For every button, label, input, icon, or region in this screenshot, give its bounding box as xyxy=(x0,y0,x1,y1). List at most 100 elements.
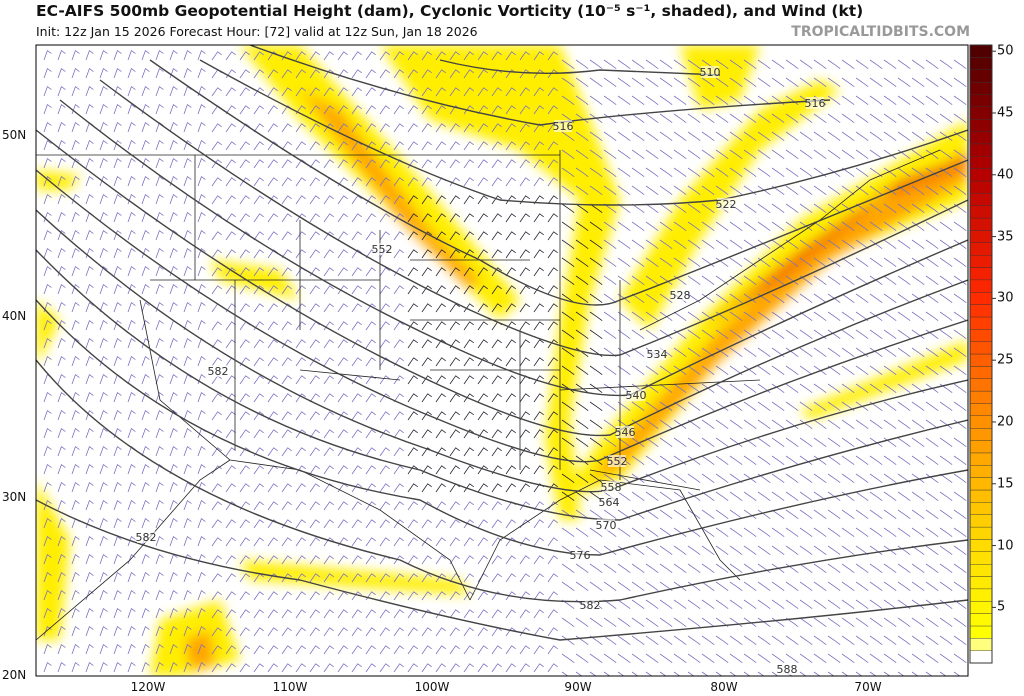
wind-barb xyxy=(561,365,575,376)
wind-barb xyxy=(99,67,108,79)
wind-barb xyxy=(141,103,150,115)
wind-barb xyxy=(351,447,362,457)
wind-barb xyxy=(225,447,236,457)
wind-barb xyxy=(99,463,108,475)
wind-barb xyxy=(855,599,869,610)
wind-barb xyxy=(421,123,432,133)
wind-barb xyxy=(99,121,108,133)
wind-barb xyxy=(491,195,502,205)
wind-barb xyxy=(785,185,799,196)
wind-barb xyxy=(323,87,334,97)
wind-barb xyxy=(589,437,603,448)
wind-barb xyxy=(757,59,771,70)
wind-barb xyxy=(323,645,334,655)
wind-barb xyxy=(239,447,250,457)
wind-barb xyxy=(421,303,432,313)
colorbar-cell xyxy=(969,193,993,206)
wind-barb xyxy=(239,627,250,637)
wind-barb xyxy=(911,77,925,88)
wind-barb xyxy=(771,419,785,430)
wind-barb xyxy=(225,51,236,61)
wind-barb xyxy=(211,321,222,331)
wind-barb xyxy=(799,149,813,160)
wind-barb xyxy=(771,329,785,340)
wind-barb xyxy=(855,347,869,358)
wind-barb xyxy=(575,671,583,676)
wind-barb xyxy=(953,311,967,322)
wind-barb xyxy=(295,411,306,421)
wind-barb xyxy=(547,663,558,673)
wind-barb xyxy=(253,663,264,673)
wind-barb xyxy=(757,365,771,376)
wind-barb xyxy=(421,285,432,295)
wind-barb xyxy=(421,429,432,439)
wind-barb xyxy=(617,149,631,160)
wind-barb xyxy=(785,527,799,538)
wind-barb xyxy=(197,67,206,79)
wind-barb xyxy=(113,643,122,655)
wind-barb xyxy=(645,581,659,592)
wind-barb xyxy=(337,627,348,637)
wind-barb xyxy=(813,185,827,196)
wind-barb xyxy=(827,257,841,268)
wind-barb xyxy=(155,229,164,241)
wind-barb xyxy=(491,285,502,295)
wind-barb xyxy=(561,257,575,268)
colorbar-cell xyxy=(969,304,993,318)
wind-barb xyxy=(505,555,516,565)
wind-barb xyxy=(127,139,136,151)
wind-barb xyxy=(701,527,715,538)
wind-barb xyxy=(127,625,136,637)
wind-barb xyxy=(925,203,939,214)
wind-barb xyxy=(855,563,869,574)
wind-barb xyxy=(687,167,701,178)
wind-barb xyxy=(365,339,376,349)
wind-barb xyxy=(799,473,813,484)
wind-barb xyxy=(407,645,418,655)
wind-barb xyxy=(855,365,869,376)
wind-barb xyxy=(365,573,376,583)
wind-barb xyxy=(687,95,701,106)
wind-barb xyxy=(281,231,292,241)
wind-barb xyxy=(253,87,264,97)
wind-barb xyxy=(309,303,320,313)
wind-barb xyxy=(267,447,278,457)
colorbar-tick-label: 50 xyxy=(997,43,1014,59)
wind-barb xyxy=(337,357,348,367)
height-contours xyxy=(36,45,968,641)
wind-barb xyxy=(323,375,334,385)
wind-barb xyxy=(897,239,911,250)
wind-barb xyxy=(169,373,178,385)
wind-barb xyxy=(477,195,488,205)
wind-barb xyxy=(533,123,544,133)
wind-barb xyxy=(239,411,250,421)
wind-barb xyxy=(883,95,897,106)
wind-barb xyxy=(771,383,785,394)
wind-barb xyxy=(505,87,516,97)
wind-barb xyxy=(155,337,164,349)
wind-barb xyxy=(99,373,108,385)
wind-barb xyxy=(911,347,925,358)
wind-barb xyxy=(925,671,933,676)
wind-barb xyxy=(421,51,432,61)
contour-label-bg xyxy=(616,426,634,438)
wind-barb xyxy=(169,589,178,601)
wind-barb xyxy=(631,635,645,646)
colorbar-cell xyxy=(969,366,993,379)
wind-barb xyxy=(57,337,66,349)
wind-barb xyxy=(239,609,250,619)
wind-barb xyxy=(687,635,701,646)
wind-barb xyxy=(57,463,66,475)
wind-barb xyxy=(71,355,80,367)
wind-barb xyxy=(575,527,589,538)
wind-barb xyxy=(813,365,827,376)
wind-barb xyxy=(869,671,877,676)
wind-barb xyxy=(225,267,236,277)
wind-barb xyxy=(393,429,404,439)
wind-barb xyxy=(351,51,362,61)
wind-barb xyxy=(771,311,785,322)
wind-barb xyxy=(785,365,799,376)
wind-barb xyxy=(561,95,575,106)
wind-barb xyxy=(85,373,94,385)
wind-barb xyxy=(897,365,911,376)
